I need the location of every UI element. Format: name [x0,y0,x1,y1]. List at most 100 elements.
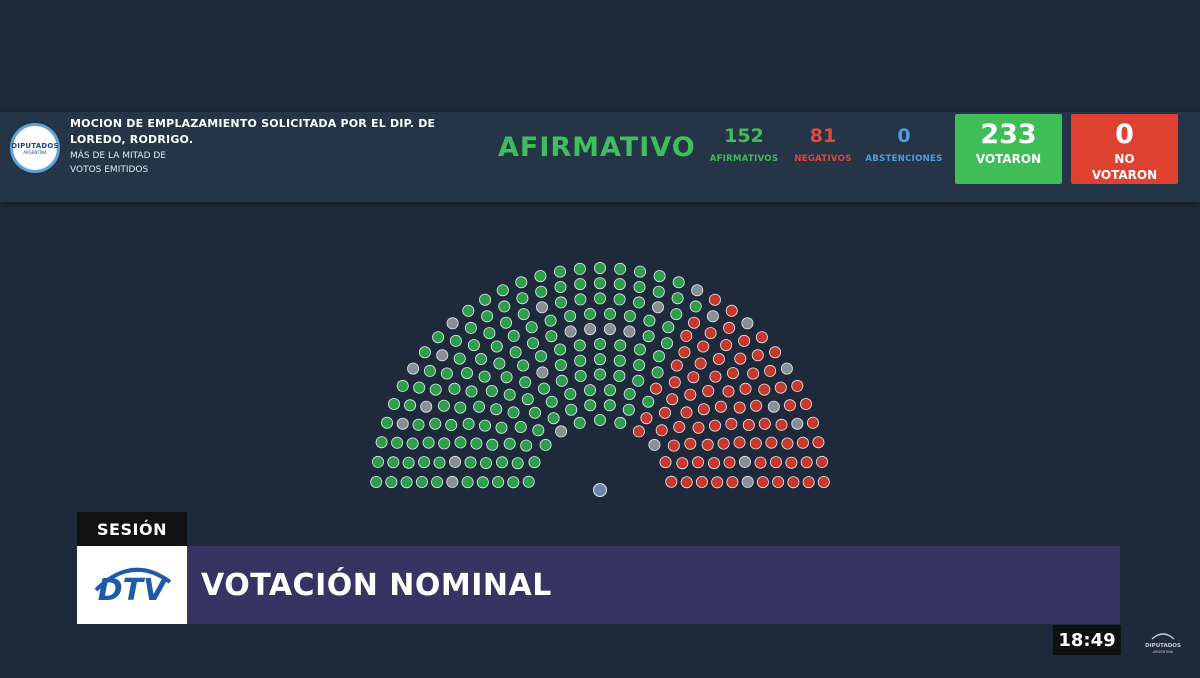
seat-afirmativo [453,352,466,365]
seat-negativo [774,381,787,394]
seat-negativo [668,376,681,389]
seat-negativo [755,331,768,344]
seat-negativo [806,416,819,429]
seat-negativo [694,357,707,370]
seat-afirmativo [632,374,645,387]
seat-afirmativo [429,417,442,430]
seat-negativo [692,421,705,434]
logo-text: DIPUTADOS [11,141,59,150]
seat-afirmativo [415,475,428,488]
abstenciones-count: 0 ABSTENCIONES [862,125,946,164]
seat-afirmativo [553,265,566,278]
negativos-value: 81 [809,125,837,147]
seat-afirmativo [485,384,498,397]
seat-negativo [676,457,689,470]
seat-afirmativo [479,293,492,306]
votaron-box: 233 VOTARON [955,114,1062,184]
seat-no-vote [407,362,420,375]
seat-negativo [666,393,679,406]
seat-afirmativo [555,374,568,387]
abstenciones-value: 0 [897,125,911,147]
seat-afirmativo [492,475,505,488]
seat-afirmativo [478,370,491,383]
seat-negativo [697,340,710,353]
seat-negativo [750,399,763,412]
seat-no-vote [436,349,449,362]
no-votaron-label-2: VOTARON [1091,168,1158,182]
seat-negativo [747,367,760,380]
seat-afirmativo [385,476,398,489]
seat-afirmativo [633,343,646,356]
seat-no-vote [535,301,548,314]
seat-negativo [709,370,722,383]
majority-rule: MÁS DE LA MITAD DE VOTOS EMITIDOS [70,149,490,177]
seat-afirmativo [448,382,461,395]
seat-negativo [687,316,700,329]
seat-negativo [800,456,813,469]
seat-afirmativo [593,413,606,426]
seat-afirmativo [418,346,431,359]
seat-afirmativo [464,456,477,469]
seat-afirmativo [564,387,577,400]
seat-afirmativo [402,456,415,469]
no-votaron-box: 0 NO VOTARON [1071,114,1178,184]
seat-afirmativo [534,350,547,363]
seat-afirmativo [622,403,635,416]
seat-afirmativo [613,354,626,367]
seat-negativo [678,346,691,359]
seat-negativo [723,456,736,469]
seat-negativo [725,304,738,317]
seat-afirmativo [514,420,527,433]
seat-afirmativo [534,270,547,283]
seat-afirmativo [464,321,477,334]
seat-no-vote [420,400,433,413]
seat-no-vote [648,438,661,451]
seat-afirmativo [554,296,567,309]
seat-afirmativo [454,401,467,414]
seat-no-vote [446,475,459,488]
seat-negativo [791,379,804,392]
seat-negativo [649,382,662,395]
seat-negativo [817,475,830,488]
seat-negativo [781,437,794,450]
seat-afirmativo [623,310,636,323]
seat-afirmativo [613,369,626,382]
seat-afirmativo [614,339,627,352]
seat-negativo [684,437,697,450]
seat-afirmativo [496,284,509,297]
motion-title: MOCION DE EMPLAZAMIENTO SOLICITADA POR E… [70,117,436,146]
seat-no-vote [767,400,780,413]
seat-afirmativo [461,476,474,489]
seat-afirmativo [539,438,552,451]
seat-afirmativo [519,376,532,389]
seat-no-vote [449,455,462,468]
seat-afirmativo [633,359,646,372]
seat-afirmativo [486,438,499,451]
seat-afirmativo [433,456,446,469]
seat-negativo [720,339,733,352]
seat-no-vote [623,325,636,338]
seat-afirmativo [593,277,606,290]
seat-negativo [812,436,825,449]
seat-afirmativo [445,418,458,431]
seat-afirmativo [495,456,508,469]
seat-afirmativo [478,419,491,432]
seat-afirmativo [593,353,606,366]
seat-negativo [708,293,721,306]
seat-afirmativo [381,416,394,429]
seat-afirmativo [460,367,473,380]
seat-negativo [751,349,764,362]
seat-afirmativo [672,276,685,289]
seat-afirmativo [593,262,606,275]
seat-negativo [764,364,777,377]
seat-afirmativo [545,395,558,408]
seat-afirmativo [565,403,578,416]
seat-afirmativo [554,281,567,294]
seat-afirmativo [509,346,522,359]
seat-afirmativo [671,292,684,305]
lower-third-title: VOTACIÓN NOMINAL [201,568,552,603]
seat-afirmativo [517,359,530,372]
seat-afirmativo [564,310,577,323]
seat-no-vote [791,417,804,430]
seat-afirmativo [689,300,702,313]
